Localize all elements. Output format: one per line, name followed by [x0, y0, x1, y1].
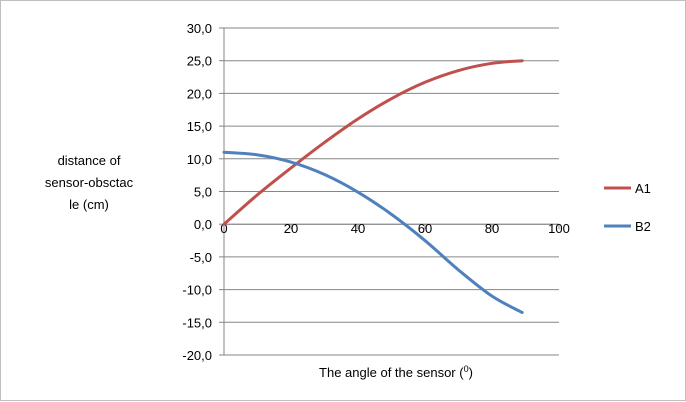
legend: A1 B2 — [604, 181, 651, 234]
x-axis-title-suffix: ) — [469, 365, 473, 380]
y-tick-label: 15,0 — [187, 119, 212, 134]
x-tick-label: 100 — [548, 221, 570, 236]
legend-label-b2: B2 — [635, 219, 651, 234]
y-tick-label: 5,0 — [194, 185, 212, 200]
y-tick-label: 10,0 — [187, 152, 212, 167]
y-tick-label: -15,0 — [182, 315, 212, 330]
x-tick-label: 60 — [418, 221, 432, 236]
x-tick-label: 20 — [284, 221, 298, 236]
x-axis-title-superscript: 0 — [464, 364, 469, 374]
series-line-b2 — [222, 150, 524, 314]
x-tick-label: 0 — [220, 221, 227, 236]
x-tick-label: 80 — [485, 221, 499, 236]
series-lines — [222, 59, 524, 314]
y-tick-label: 30,0 — [187, 21, 212, 36]
x-axis-title-text: The angle of the sensor ( — [319, 365, 464, 380]
legend-label-a1: A1 — [635, 181, 651, 196]
y-tick-label: 0,0 — [194, 217, 212, 232]
x-axis-title: The angle of the sensor (0) — [319, 364, 473, 380]
y-axis-title-line-2: sensor-obsctac — [45, 175, 134, 190]
y-tick-label: -5,0 — [190, 250, 212, 265]
y-tick-label: 20,0 — [187, 86, 212, 101]
y-axis-title: distance of sensor-obsctac le (cm) — [45, 153, 134, 212]
y-tick-label: -20,0 — [182, 348, 212, 363]
x-tick-labels: 0 20 40 60 80 100 — [220, 221, 569, 236]
y-axis-title-line-1: distance of — [58, 153, 121, 168]
y-tick-labels: 30,0 25,0 20,0 15,0 10,0 5,0 0,0 -5,0 -10,0 -15,0… — [182, 21, 212, 363]
y-tick-label: -10,0 — [182, 283, 212, 298]
y-axis-title-line-3: le (cm) — [69, 197, 109, 212]
axes — [223, 28, 559, 355]
y-tick-label: 25,0 — [187, 54, 212, 69]
x-tick-label: 40 — [351, 221, 365, 236]
series-line-a1 — [222, 59, 524, 226]
